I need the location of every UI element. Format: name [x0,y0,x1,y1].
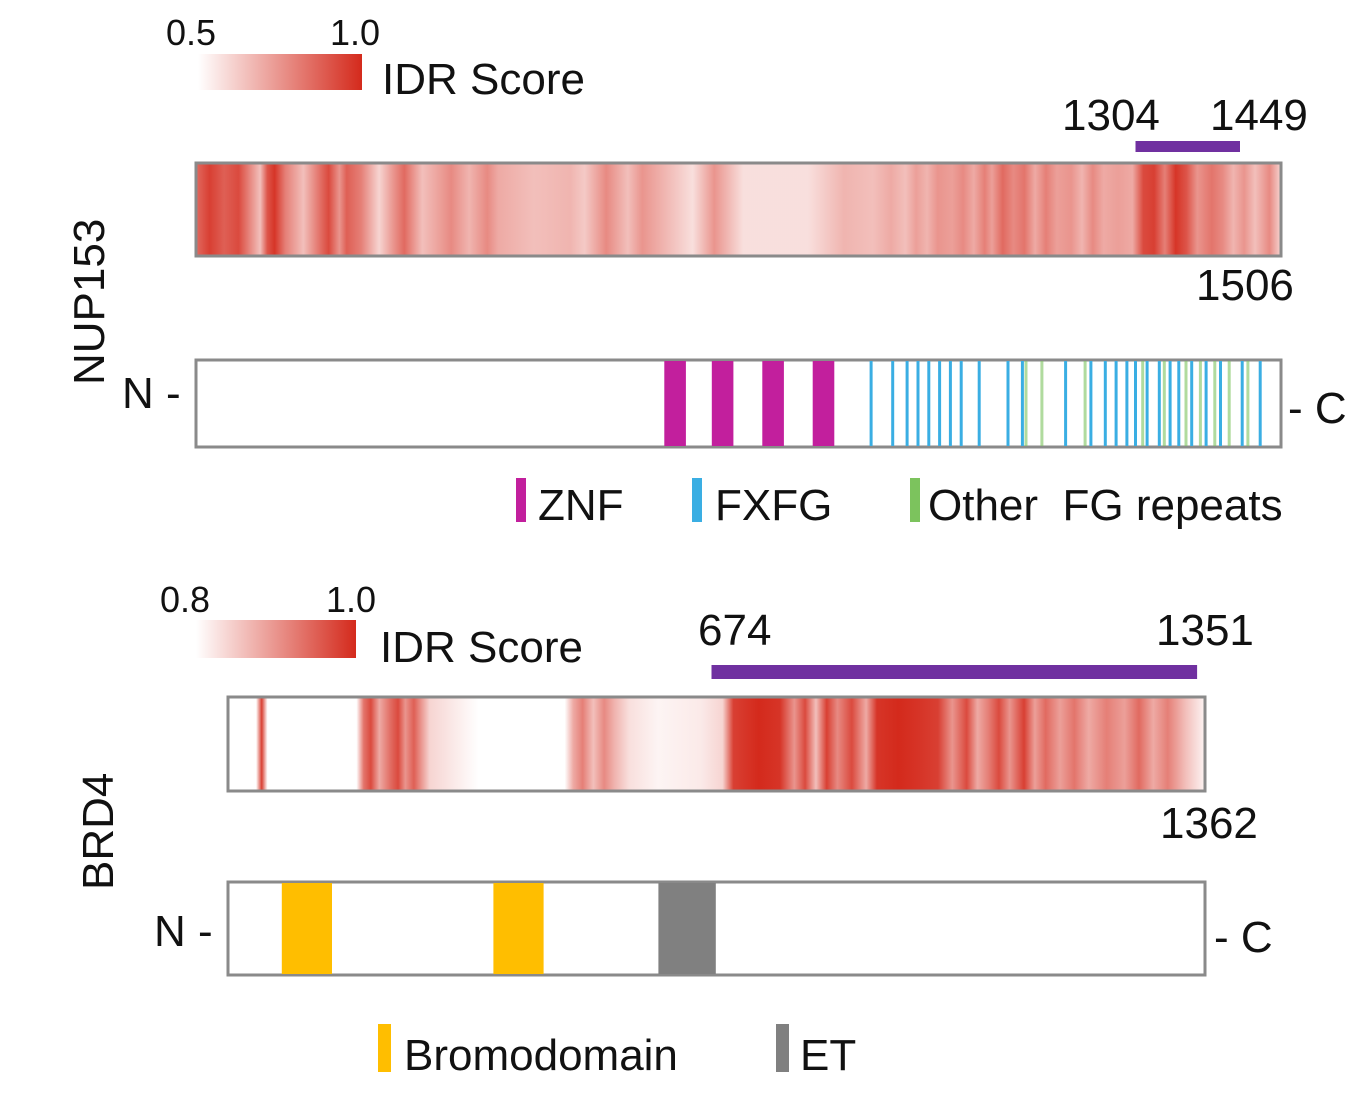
brd4-region-start-label: 674 [698,606,771,655]
brd4-region-end-label: 1351 [1156,606,1254,655]
znf-mark [812,361,835,446]
nup153-n-terminus-label: N - [122,369,181,418]
legend-et-swatch [776,1024,789,1072]
nup153-domain-track: N - - C [122,358,1347,449]
brd4-domain-marks [281,883,716,974]
nup153-domain-track-border [194,358,1283,449]
fxfg-mark [977,361,981,446]
legend-et-label: ET [800,1031,856,1080]
znf-mark [711,361,734,446]
nup153-panel: 0.5 1.0 IDR Score 1304 1449 1506 NUP153 … [65,12,1347,530]
brd4-panel: 0.8 1.0 IDR Score 674 1351 1362 BRD4 N -… [74,579,1273,1080]
fxfg-mark [1258,361,1262,446]
other-fg-repeats-mark [1162,361,1166,446]
nup153-idr-heatmap [196,163,1281,256]
other-fg-repeats-mark [1040,361,1044,446]
other-fg-repeats-mark [1024,361,1028,446]
fxfg-mark [1006,361,1010,446]
nup153-region: 1304 1449 [1062,91,1308,152]
nup153-scale-min-label: 0.5 [166,12,216,53]
brd4-idr-scale-legend: 0.8 1.0 IDR Score [160,579,583,672]
nup153-c-terminus-label: - C [1288,384,1347,433]
fxfg-mark [916,361,920,446]
brd4-idr-track-border [226,695,1207,793]
fxfg-mark [1190,361,1194,446]
other-fg-repeats-mark [1141,361,1145,446]
nup153-region-end-label: 1449 [1210,91,1308,140]
brd4-region: 674 1351 [698,606,1254,679]
fxfg-mark [927,361,931,446]
other-fg-repeats-mark [1198,361,1202,446]
brd4-scale-min-label: 0.8 [160,579,210,620]
fxfg-mark [938,361,942,446]
brd4-idr-heatmap [228,697,1205,791]
brd4-n-terminus-label: N - [154,907,213,956]
fxfg-mark [1145,361,1149,446]
fxfg-mark [869,361,873,446]
fxfg-mark [1125,361,1129,446]
bromodomain-domain [493,883,544,974]
nup153-idr-track: 1506 [194,161,1294,310]
brd4-region-bar [711,665,1198,679]
fxfg-mark [1020,361,1024,446]
legend-other-fg-label: Other FG repeats [928,481,1283,530]
brd4-scale-title: IDR Score [380,623,583,672]
bromodomain-domain [281,883,332,974]
nup153-region-bar [1135,141,1240,152]
fxfg-mark [1064,361,1068,446]
brd4-legend: Bromodomain ET [378,1024,856,1080]
legend-fxfg-swatch [692,478,702,522]
fxfg-mark [1114,361,1118,446]
nup153-legend: ZNF FXFG Other FG repeats [516,478,1283,530]
nup153-region-start-label: 1304 [1062,91,1160,140]
other-fg-repeats-mark [1184,361,1188,446]
fxfg-mark [891,361,895,446]
znf-mark [762,361,784,446]
legend-fxfg-label: FXFG [715,481,832,530]
brd4-c-terminus-label: - C [1214,913,1273,962]
fxfg-mark [1219,361,1222,446]
fxfg-mark [1177,361,1181,446]
nup153-idr-scale-legend: 0.5 1.0 IDR Score [166,12,585,104]
nup153-scale-title: IDR Score [382,55,585,104]
nup153-domain-marks [664,361,1262,446]
brd4-scale-gradient-bar [196,620,356,658]
fxfg-mark [948,361,952,446]
legend-other-fg-swatch [910,478,920,522]
et-domain [658,883,716,974]
nup153-protein-label: NUP153 [65,219,114,385]
legend-znf-label: ZNF [538,481,624,530]
fxfg-mark [1134,361,1137,446]
legend-bromodomain-label: Bromodomain [404,1031,678,1080]
fxfg-mark [1157,361,1161,446]
fxfg-mark [1168,361,1172,446]
legend-znf-swatch [516,478,526,522]
other-fg-repeats-mark [1083,361,1087,446]
fxfg-mark [1204,361,1208,446]
brd4-idr-track: 1362 [226,695,1258,848]
nup153-scale-max-label: 1.0 [330,12,380,53]
brd4-scale-max-label: 1.0 [326,579,376,620]
brd4-length-label: 1362 [1160,799,1258,848]
nup153-length-label: 1506 [1196,261,1294,310]
fxfg-mark [1103,361,1107,446]
brd4-protein-label: BRD4 [74,773,123,890]
brd4-domain-track-border [226,880,1207,977]
other-fg-repeats-mark [1227,361,1231,446]
fxfg-mark [1240,361,1244,446]
fxfg-mark [959,361,963,446]
legend-bromodomain-swatch [378,1024,391,1072]
fxfg-mark [905,361,909,446]
nup153-scale-gradient-bar [198,54,362,90]
other-fg-repeats-mark [1213,361,1217,446]
fxfg-mark [1089,361,1093,446]
brd4-domain-track: N - - C [154,880,1273,977]
nup153-idr-track-border [194,161,1283,258]
other-fg-repeats-mark [1246,361,1250,446]
znf-mark [664,361,686,446]
